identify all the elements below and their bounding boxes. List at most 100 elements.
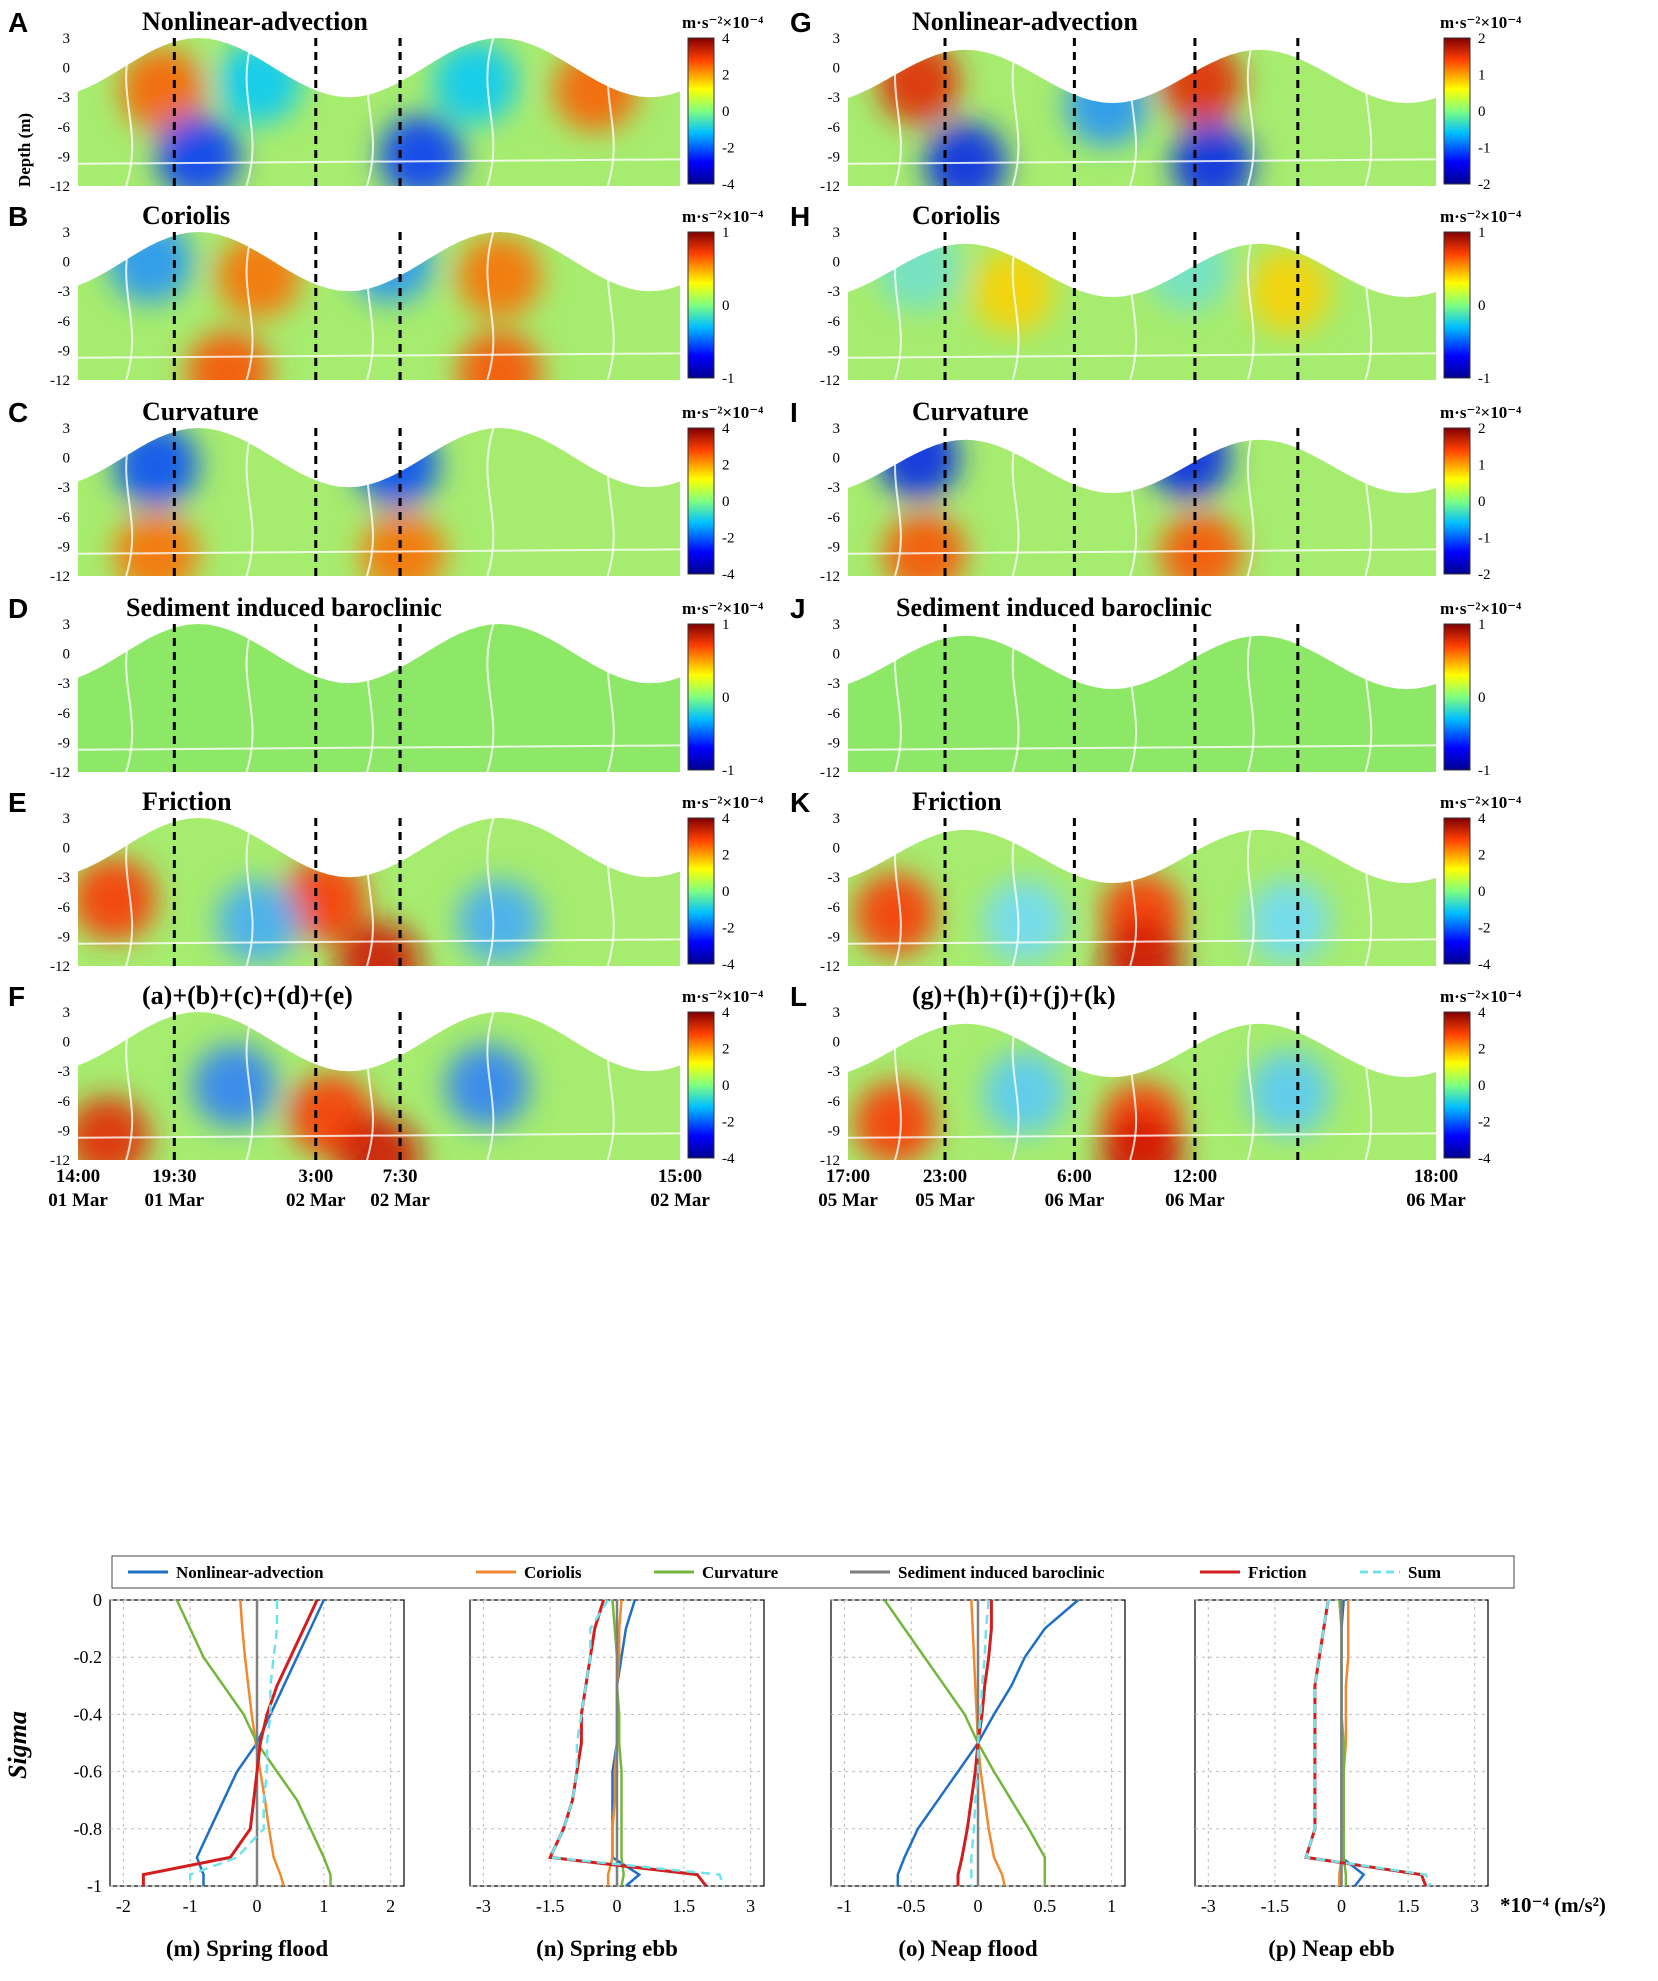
date-label: 06 Mar: [1406, 1190, 1466, 1211]
panel-title: Coriolis: [142, 201, 230, 230]
date-label: 01 Mar: [48, 1190, 108, 1211]
depth-tick: -3: [828, 480, 841, 496]
colorbar-tick: 0: [1478, 1078, 1486, 1094]
depth-tick: -12: [820, 1153, 840, 1169]
field-blob: [1159, 512, 1242, 576]
depth-tick: -3: [58, 870, 71, 886]
panel-c: C Curvature 3 0 -3 -6 -9 -12 m·s⁻²×10⁻⁴4 2 0 -2 -4: [8, 397, 763, 585]
contour-line: [486, 624, 495, 772]
colorbar-tick: -4: [722, 567, 735, 583]
heatmap-field: [78, 38, 680, 186]
heatmap-field: [78, 232, 680, 380]
profile-title: (p) Neap ebb: [1268, 1936, 1395, 1961]
depth-tick: -9: [58, 929, 71, 945]
depth-tick: 0: [63, 61, 71, 77]
colorbar-unit: m·s⁻²×10⁻⁴: [1440, 403, 1521, 422]
colorbar-tick: -4: [1478, 957, 1491, 973]
depth-axis-label: Depth (m): [15, 113, 34, 187]
contour-line: [245, 624, 254, 772]
field-blob: [457, 880, 542, 964]
depth-tick: -12: [50, 959, 70, 975]
panel-h: H Coriolis 3 0 -3 -6 -9 -12 m·s⁻²×10⁻⁴1 0 -1: [790, 201, 1521, 389]
panel-d: D Sediment induced baroclinic 3 0 -3 -6 -9 -12 m…: [8, 593, 763, 781]
colorbar-tick: -4: [722, 957, 735, 973]
heatmap-field: [848, 439, 1436, 576]
field-blob: [1147, 243, 1231, 311]
depth-tick: 3: [63, 31, 71, 47]
legend-label: Curvature: [702, 1563, 779, 1582]
contour-line: [1246, 49, 1255, 186]
depth-tick: -3: [828, 284, 841, 300]
colorbar: [687, 1011, 715, 1159]
x-tick-label: -0.5: [897, 1896, 926, 1916]
contour-line: [848, 1132, 1436, 1139]
depth-tick: -9: [828, 149, 841, 165]
panel-title: Coriolis: [912, 201, 1000, 230]
colorbar-unit: m·s⁻²×10⁻⁴: [682, 207, 763, 226]
contour-line: [848, 938, 1436, 945]
panel-letter: K: [790, 787, 810, 818]
depth-tick: 0: [63, 1035, 71, 1051]
panel-letter: I: [790, 397, 798, 428]
x-tick-label: 3: [746, 1896, 755, 1916]
depth-tick: -9: [58, 539, 71, 555]
contour-line: [486, 38, 495, 186]
panel-letter: C: [8, 397, 28, 428]
field-blob: [877, 439, 960, 500]
colorbar-unit: m·s⁻²×10⁻⁴: [1440, 207, 1521, 226]
legend-box: [111, 1555, 1515, 1589]
depth-tick: -12: [50, 373, 70, 389]
field-blob: [360, 512, 446, 576]
colorbar-tick: 2: [722, 458, 730, 474]
depth-tick: 3: [833, 617, 841, 633]
date-label: 02 Mar: [370, 1190, 430, 1211]
contour-line: [848, 744, 1436, 751]
y-tick-label: -0.4: [74, 1704, 103, 1724]
depth-tick: 0: [833, 1035, 841, 1051]
colorbar: [1443, 1011, 1471, 1159]
panel-letter: D: [8, 593, 28, 624]
contour-line: [1246, 1023, 1255, 1160]
time-label: 18:00: [1414, 1166, 1458, 1187]
legend: Nonlinear-advection Coriolis Curvature Sedi…: [111, 1555, 1515, 1589]
profile-title: (m) Spring flood: [166, 1936, 329, 1961]
panel-l: L (g)+(h)+(i)+(j)+(k) 3 0 -3 -6 -9 -12 m·s⁻²×10⁻…: [790, 981, 1521, 1169]
colorbar: [1443, 37, 1471, 185]
colorbar: [687, 231, 715, 379]
depth-tick: -6: [828, 1094, 841, 1110]
contour-line: [245, 818, 254, 966]
y-tick-label: -0.8: [74, 1819, 103, 1839]
field-blob: [1100, 1115, 1184, 1160]
series-line-sum: [188, 1600, 279, 1886]
time-label: 17:00: [826, 1166, 870, 1187]
depth-tick: -12: [820, 373, 840, 389]
panel-title: (g)+(h)+(i)+(j)+(k): [912, 981, 1116, 1010]
depth-tick: -6: [58, 314, 71, 330]
colorbar-tick: -1: [1478, 371, 1491, 387]
colorbar-unit: m·s⁻²×10⁻⁴: [682, 793, 763, 812]
colorbar-unit: m·s⁻²×10⁻⁴: [682, 987, 763, 1006]
colorbar-tick: -2: [722, 531, 735, 547]
depth-tick: -6: [58, 510, 71, 526]
colorbar-tick: 4: [722, 1005, 730, 1021]
x-tick-label: -1: [837, 1896, 852, 1916]
colorbar-tick: 0: [1478, 298, 1486, 314]
field-blob: [354, 428, 440, 507]
depth-tick: 0: [63, 647, 71, 663]
depth-tick: 3: [63, 617, 71, 633]
field-blob: [445, 1044, 530, 1128]
depth-tick: -3: [58, 90, 71, 106]
depth-tick: 0: [833, 451, 841, 467]
field-blob: [457, 234, 542, 318]
depth-tick: 0: [833, 647, 841, 663]
field-blob: [192, 1044, 277, 1128]
x-tick-label: 1.5: [1397, 1896, 1420, 1916]
colorbar-unit: m·s⁻²×10⁻⁴: [682, 403, 763, 422]
panel-title: Friction: [142, 787, 232, 816]
field-blob: [1247, 249, 1331, 333]
field-blob: [108, 232, 193, 304]
field-blob: [553, 48, 638, 132]
panel-title: Curvature: [142, 397, 259, 426]
contour-line: [78, 352, 680, 359]
x-tick-label: 0: [974, 1896, 983, 1916]
